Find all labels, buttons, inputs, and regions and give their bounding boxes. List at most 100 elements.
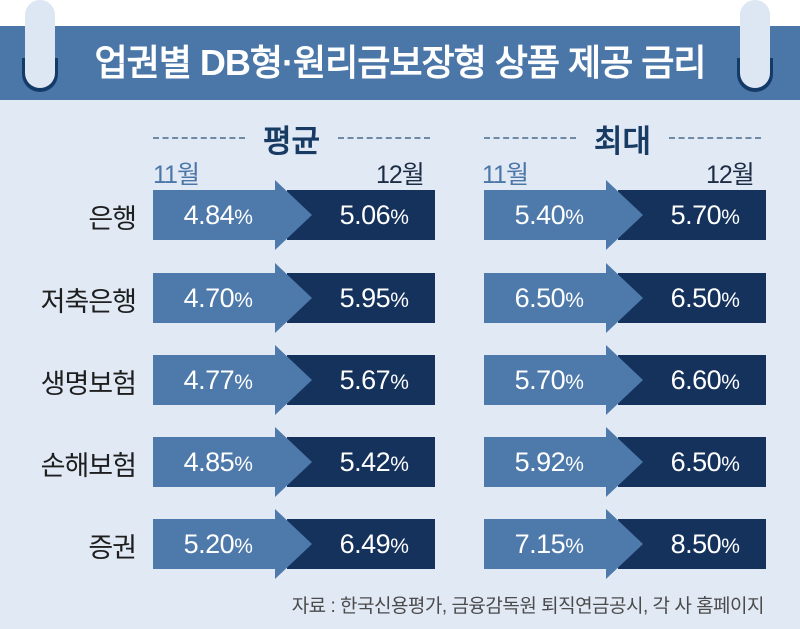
value-max-nov: 6.50% (484, 273, 614, 323)
row-label: 은행 (88, 204, 137, 234)
value-number: 5.95 (339, 283, 391, 313)
percent-unit: % (234, 371, 253, 394)
value-max-dec: 5.70% (630, 190, 780, 240)
value-max-dec: 6.50% (630, 273, 780, 323)
arrow-right-icon (606, 180, 643, 250)
percent-unit: % (234, 289, 253, 312)
value-number: 5.92 (514, 447, 566, 477)
chart-title: 업권별 DB형·원리금보장형 상품 제공 금리 (94, 42, 707, 83)
month-label-nov-max: 11월 (482, 161, 529, 189)
percent-unit: % (565, 206, 584, 229)
row-label: 저축은행 (40, 287, 137, 317)
dashed-divider (669, 137, 762, 139)
value-average-dec: 5.06% (299, 190, 449, 240)
value-number: 5.42 (339, 447, 391, 477)
value-number: 6.50 (514, 283, 566, 313)
section-header-average: 평균 (153, 118, 431, 159)
section-title-average: 평균 (263, 123, 321, 159)
source-note: 자료 : 한국신용평가, 금융감독원 퇴직연금공시, 각 사 홈페이지 (291, 596, 765, 617)
value-number: 8.50 (670, 529, 722, 559)
value-number: 7.15 (514, 529, 566, 559)
dashed-divider (153, 137, 245, 139)
percent-unit: % (390, 289, 409, 312)
value-average-dec: 5.42% (299, 437, 449, 487)
percent-unit: % (565, 289, 584, 312)
value-number: 4.85 (183, 447, 235, 477)
bar-nov-max (484, 273, 606, 323)
value-max-nov: 5.70% (484, 355, 614, 405)
section-title-max: 최대 (594, 123, 652, 159)
arrow-right-icon (275, 345, 312, 415)
percent-unit: % (390, 371, 409, 394)
value-number: 6.50 (670, 283, 722, 313)
value-number: 5.40 (514, 200, 566, 230)
percent-unit: % (721, 371, 740, 394)
arrow-right-icon (275, 263, 312, 333)
value-number: 6.60 (670, 365, 722, 395)
value-average-dec: 6.49% (299, 519, 449, 569)
percent-unit: % (721, 289, 740, 312)
value-average-nov: 4.70% (153, 273, 283, 323)
percent-unit: % (721, 206, 740, 229)
bar-nov-average (153, 519, 275, 569)
percent-unit: % (390, 535, 409, 558)
percent-unit: % (721, 453, 740, 476)
month-label-dec-max: 12월 (706, 161, 755, 189)
value-number: 5.20 (183, 529, 235, 559)
dashed-divider (484, 137, 576, 139)
bar-nov-average (153, 355, 275, 405)
arrow-right-icon (606, 427, 643, 497)
value-number: 4.70 (183, 283, 235, 313)
value-average-dec: 5.95% (299, 273, 449, 323)
bar-nov-max (484, 355, 606, 405)
value-number: 6.49 (339, 529, 391, 559)
bar-nov-average (153, 190, 275, 240)
value-average-nov: 4.84% (153, 190, 283, 240)
arrow-right-icon (275, 427, 312, 497)
bar-nov-average (153, 437, 275, 487)
binder-ring-left-icon (25, 0, 55, 88)
percent-unit: % (565, 371, 584, 394)
dashed-divider (338, 137, 431, 139)
value-max-nov: 7.15% (484, 519, 614, 569)
value-max-nov: 5.92% (484, 437, 614, 487)
month-label-nov-average: 11월 (153, 161, 200, 189)
value-average-nov: 4.85% (153, 437, 283, 487)
percent-unit: % (390, 453, 409, 476)
value-number: 5.06 (339, 200, 391, 230)
row-label: 손해보험 (40, 451, 137, 481)
value-number: 4.84 (183, 200, 235, 230)
row-label: 증권 (88, 533, 137, 563)
percent-unit: % (234, 535, 253, 558)
arrow-right-icon (606, 509, 643, 579)
month-label-dec-average: 12월 (376, 161, 425, 189)
percent-unit: % (234, 206, 253, 229)
percent-unit: % (390, 206, 409, 229)
value-number: 5.70 (670, 200, 722, 230)
percent-unit: % (234, 453, 253, 476)
bar-nov-average (153, 273, 275, 323)
arrow-right-icon (606, 263, 643, 333)
title-banner (0, 26, 800, 100)
value-average-nov: 4.77% (153, 355, 283, 405)
value-max-dec: 8.50% (630, 519, 780, 569)
arrow-right-icon (275, 509, 312, 579)
value-max-nov: 5.40% (484, 190, 614, 240)
row-label: 생명보험 (40, 369, 137, 399)
bar-nov-max (484, 519, 606, 569)
value-number: 4.77 (183, 365, 235, 395)
binder-ring-right-icon (740, 0, 770, 88)
value-number: 6.50 (670, 447, 722, 477)
arrow-right-icon (275, 180, 312, 250)
value-number: 5.70 (514, 365, 566, 395)
bar-nov-max (484, 190, 606, 240)
arrow-right-icon (606, 345, 643, 415)
percent-unit: % (565, 535, 584, 558)
percent-unit: % (721, 535, 740, 558)
value-number: 5.67 (339, 365, 391, 395)
value-max-dec: 6.60% (630, 355, 780, 405)
bar-nov-max (484, 437, 606, 487)
value-max-dec: 6.50% (630, 437, 780, 487)
section-header-max: 최대 (484, 118, 762, 159)
percent-unit: % (565, 453, 584, 476)
